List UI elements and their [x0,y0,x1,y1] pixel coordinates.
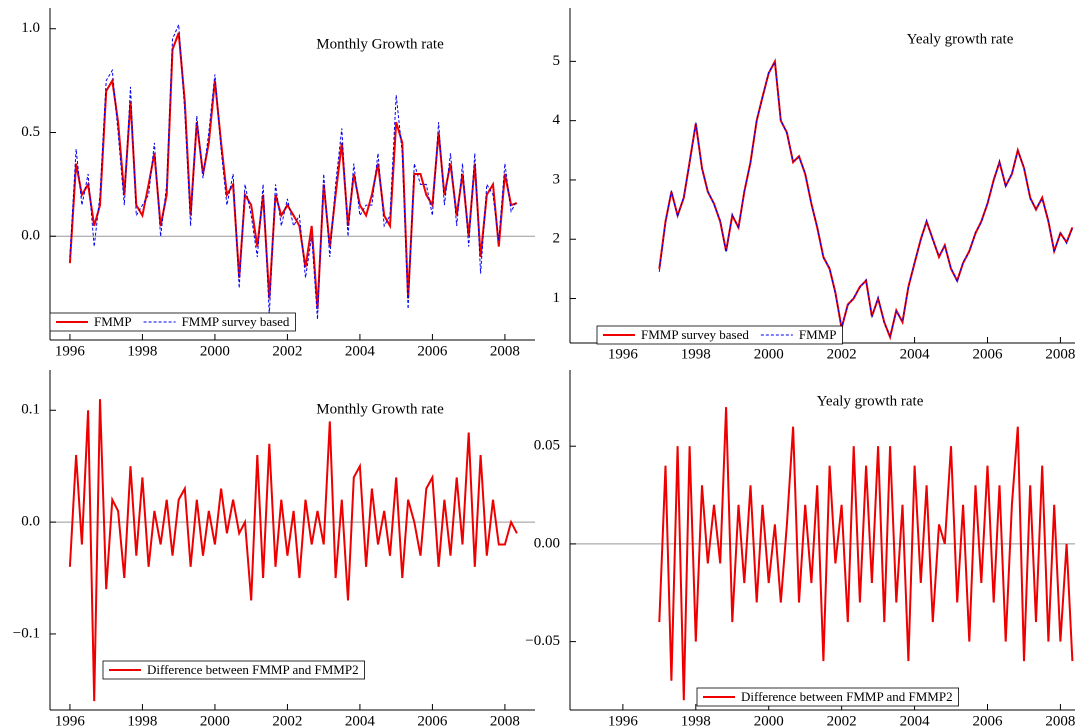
legend: FMMP survey based FMMP [596,325,843,345]
x-tick-label: 2000 [754,713,784,728]
x-tick-label: 1998 [127,713,157,728]
y-tick-label: 2 [553,231,561,247]
x-tick-label: 2008 [490,713,520,728]
y-tick-label: 1 [553,290,561,306]
series-line [69,24,518,320]
x-tick-label: 1996 [608,346,639,362]
chart-title: Yealy growth rate [907,31,1014,47]
panel: 1 2 3 4 5 1996 1998 2000 2002 2004 2006 2008 Yealy g… [553,8,1075,362]
x-tick-label: 2006 [972,346,1003,362]
legend: Difference between FMMP and FMMP2 [696,687,959,707]
x-tick-label: 2006 [417,343,448,359]
x-tick-label: 2002 [272,713,302,728]
x-tick-label: 2002 [272,343,302,359]
y-tick-label: 0.1 [21,402,40,418]
legend-label: FMMP [94,314,132,329]
y-tick-label: 1.0 [21,20,40,36]
x-tick-label: 2004 [345,343,376,359]
x-tick-label: 1996 [55,713,86,728]
legend-box [49,312,296,332]
x-tick-label: 2000 [754,346,784,362]
chart-title: Monthly Growth rate [316,36,444,52]
series-line [68,399,518,702]
x-tick-label: 2006 [972,713,1003,728]
legend-label: Difference between FMMP and FMMP2 [741,689,953,704]
x-tick-label: 2002 [827,713,857,728]
x-tick-label: 2002 [827,346,857,362]
y-tick-label: 0.0 [21,228,40,244]
chart-title: Yealy growth rate [817,393,924,409]
x-tick-label: 2004 [345,713,376,728]
panel: 0.0 0.5 1.0 1996 1998 2000 2002 2004 2006 2008 Mon… [21,8,535,359]
legend-box [696,687,959,707]
x-tick-label: 1998 [681,713,711,728]
y-tick-label: 0.05 [534,438,560,454]
panel: −0.1 0.0 0.1 1996 1998 2000 2002 2004 2006 2008 Mo… [13,370,535,728]
y-tick-label: 0.0 [21,514,40,530]
series-line [658,61,1073,338]
series-line [658,407,1074,701]
legend-label: FMMP survey based [641,327,749,342]
series-line [68,32,518,309]
y-tick-label: 3 [553,171,561,187]
x-tick-label: 2008 [490,343,520,359]
legend-label: FMMP [799,327,837,342]
y-tick-label: 0.5 [21,124,40,140]
legend: Difference between FMMP and FMMP2 [102,660,365,680]
legend: FMMP FMMP survey based [49,312,296,332]
series-line [658,57,1074,341]
chart-title: Monthly Growth rate [316,401,444,417]
x-tick-label: 1998 [681,346,711,362]
legend-label: Difference between FMMP and FMMP2 [147,662,359,677]
x-tick-label: 1996 [55,343,86,359]
y-tick-label: −0.1 [13,625,40,641]
x-tick-label: 1998 [127,343,157,359]
legend-label: FMMP survey based [182,314,290,329]
y-tick-label: 5 [553,53,561,69]
x-tick-label: 1996 [608,713,639,728]
x-tick-label: 2004 [900,346,931,362]
x-tick-label: 2008 [1045,346,1075,362]
legend-box [596,325,843,345]
legend-box [102,660,365,680]
y-tick-label: 4 [553,112,561,128]
x-tick-label: 2004 [900,713,931,728]
x-tick-label: 2006 [417,713,448,728]
x-tick-label: 2000 [200,343,230,359]
x-tick-label: 2008 [1045,713,1075,728]
panel: −0.05 0.00 0.05 1996 1998 2000 2002 2004 2006 200… [525,370,1075,728]
y-tick-label: −0.05 [525,633,560,649]
y-tick-label: 0.00 [534,535,560,551]
x-tick-label: 2000 [200,713,230,728]
